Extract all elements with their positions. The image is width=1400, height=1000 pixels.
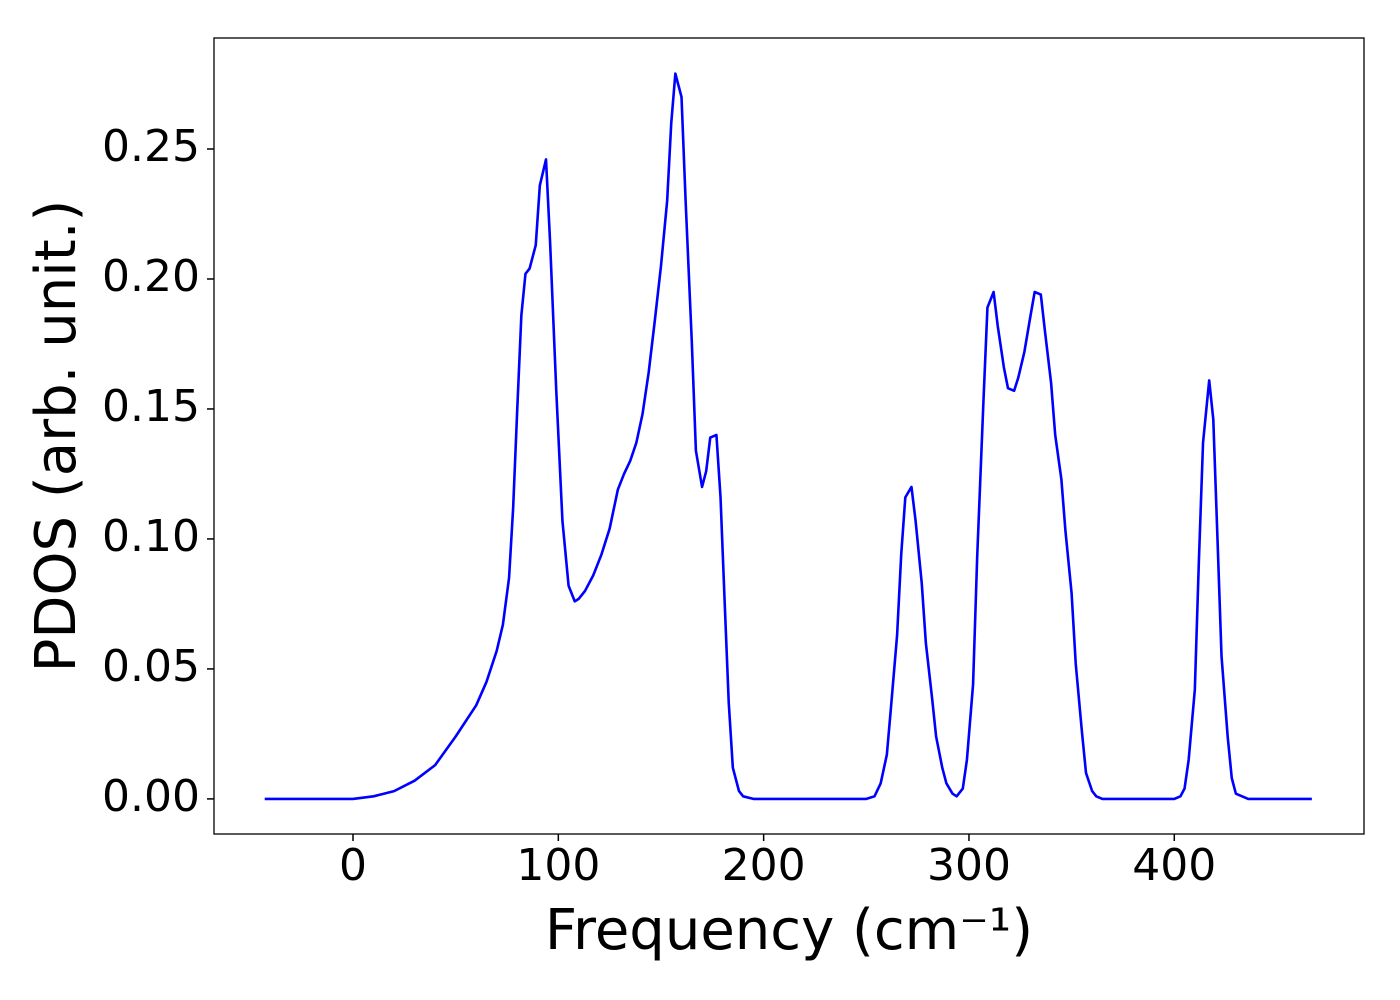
y-tick-label: 0.15 <box>102 381 200 432</box>
x-tick-label: 100 <box>516 840 600 891</box>
y-tick-label: 0.20 <box>102 251 200 302</box>
x-axis-label: Frequency (cm⁻¹) <box>545 898 1033 963</box>
x-tick-label: 400 <box>1132 840 1216 891</box>
y-tick-label: 0.00 <box>102 771 200 822</box>
y-tick-label: 0.10 <box>102 511 200 562</box>
x-tick-label: 0 <box>339 840 367 891</box>
data-line <box>264 72 1312 801</box>
x-tick-label: 200 <box>722 840 806 891</box>
y-axis-label: PDOS (arb. unit.) <box>24 200 89 673</box>
y-tick-label: 0.25 <box>102 121 200 172</box>
axes-frame <box>213 37 1365 835</box>
y-tick-label: 0.05 <box>102 641 200 692</box>
x-tick-label: 300 <box>927 840 1011 891</box>
